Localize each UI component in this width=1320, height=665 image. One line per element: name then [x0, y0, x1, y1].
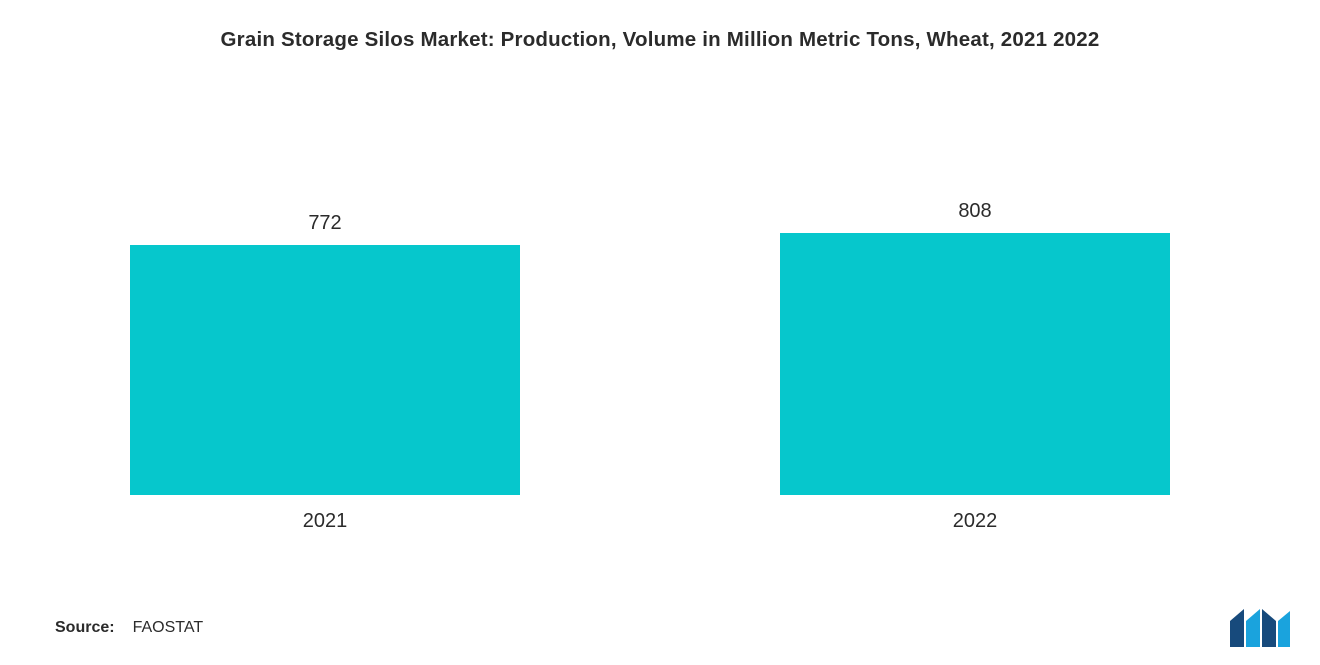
- bar-group: 8082022: [780, 100, 1170, 495]
- x-axis-label: 2021: [130, 510, 520, 533]
- chart-title: Grain Storage Silos Market: Production, …: [221, 28, 1100, 52]
- bar-group: 7722021: [130, 100, 520, 495]
- bar: [130, 245, 520, 495]
- x-axis-label: 2022: [780, 510, 1170, 533]
- bar: [780, 233, 1170, 495]
- bar-value-label: 772: [130, 212, 520, 235]
- source-value: FAOSTAT: [133, 619, 204, 637]
- source-label: Source:: [55, 619, 115, 637]
- source-line: Source: FAOSTAT: [55, 619, 203, 637]
- bar-value-label: 808: [780, 200, 1170, 223]
- brand-logo-icon: [1230, 609, 1290, 647]
- chart-plot-area: 7722021 8082022: [130, 100, 1170, 495]
